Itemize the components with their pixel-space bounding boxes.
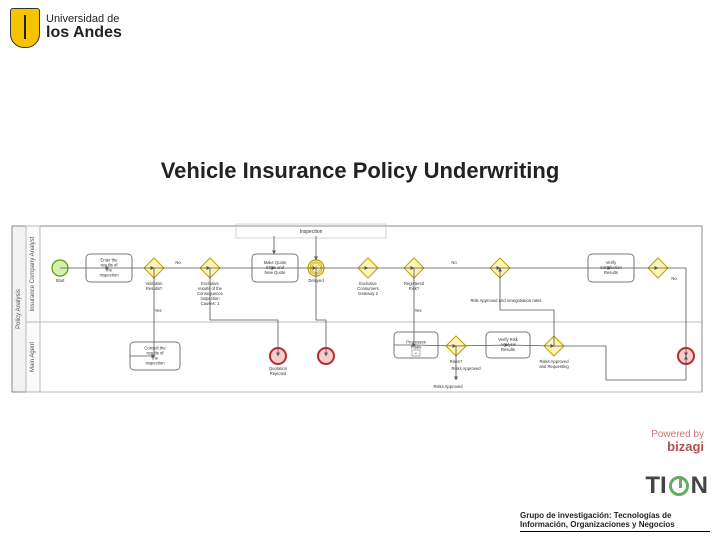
- univ-line2: los Andes: [46, 25, 122, 42]
- bpmn-svg: Policy Analysis Insurance Company Analyst…: [6, 220, 714, 410]
- bizagi-line2: bizagi: [651, 440, 704, 454]
- university-name: Universidad de los Andes: [46, 14, 122, 42]
- tion-n: N: [691, 472, 708, 500]
- svg-text:Gateway 2: Gateway 2: [358, 291, 379, 296]
- bizagi-badge: Powered by bizagi: [651, 430, 704, 454]
- svg-text:Results: Results: [501, 347, 515, 352]
- footer-line2: Información, Organizaciones y Negocios: [520, 520, 710, 529]
- tion-logo: TI N: [645, 472, 708, 500]
- svg-text:Rejected: Rejected: [270, 371, 287, 376]
- university-logo: Universidad de los Andes: [10, 8, 122, 48]
- footer-line1: Grupo de investigación: Tecnologías de: [520, 511, 710, 520]
- svg-text:and Requesting: and Requesting: [539, 364, 569, 369]
- shield-icon: [10, 8, 40, 48]
- svg-text:No: No: [671, 276, 677, 281]
- svg-text:Inspection: Inspection: [99, 273, 119, 278]
- svg-text:Results: Results: [604, 270, 618, 275]
- svg-text:No: No: [451, 260, 457, 265]
- svg-text:Risks Approved: Risks Approved: [433, 384, 463, 389]
- tion-t: TI: [645, 472, 666, 500]
- svg-text:Inspection: Inspection: [300, 229, 323, 235]
- svg-text:Main Agent: Main Agent: [30, 342, 36, 372]
- page-title: Vehicle Insurance Policy Underwriting: [0, 158, 720, 184]
- svg-text:Yes: Yes: [415, 308, 422, 313]
- svg-text:Insurance Company Analyst: Insurance Company Analyst: [30, 236, 36, 311]
- svg-text:Yes: Yes: [155, 308, 162, 313]
- svg-text:New Quote: New Quote: [265, 270, 287, 275]
- svg-text:Inspection: Inspection: [145, 361, 165, 366]
- bpmn-diagram: Policy Analysis Insurance Company Analyst…: [6, 220, 714, 410]
- svg-text:Policy Analysis: Policy Analysis: [16, 289, 22, 329]
- svg-text:No: No: [175, 260, 181, 265]
- svg-text:Start: Start: [56, 278, 66, 283]
- footer-rule: [520, 531, 710, 532]
- footer-credit: Grupo de investigación: Tecnologías de I…: [520, 511, 710, 532]
- power-icon: [669, 476, 689, 496]
- svg-text:Risk Approved and renegotiatio: Risk Approved and renegotiation rates: [471, 298, 542, 303]
